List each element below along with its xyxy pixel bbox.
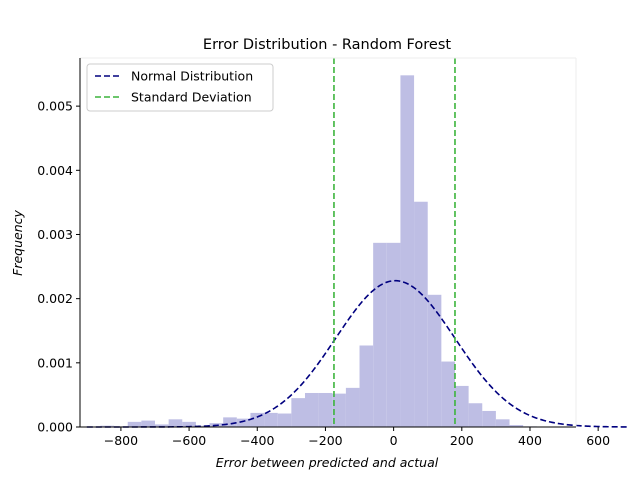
histogram-bar xyxy=(277,413,292,427)
histogram-bar xyxy=(386,242,401,427)
std-lines-layer xyxy=(333,58,456,427)
histogram-bar xyxy=(154,424,169,427)
x-tick-label: −200 xyxy=(308,433,342,448)
legend-box xyxy=(86,63,274,112)
x-tick-label: −400 xyxy=(240,433,274,448)
histogram-bar xyxy=(400,75,415,427)
histogram-bar xyxy=(332,393,346,427)
x-axis-label: Error between predicted and actual xyxy=(216,455,439,470)
histogram-bar xyxy=(454,385,469,427)
histogram-bar xyxy=(304,392,319,427)
histogram-bar xyxy=(236,418,251,427)
histogram-bar xyxy=(359,345,374,427)
y-tick-label: 0.004 xyxy=(37,163,73,178)
x-tick-label: −600 xyxy=(172,433,206,448)
histogram-bar xyxy=(427,294,442,427)
histogram-bar xyxy=(141,420,155,427)
x-axis-ticks: −800 −600 −400 −200 0 200 400 600 xyxy=(104,427,610,448)
histogram-bar xyxy=(468,403,483,427)
x-tick-label: 600 xyxy=(586,433,610,448)
histogram-bar xyxy=(345,387,360,427)
histogram-bar xyxy=(127,421,142,427)
chart-title: Error Distribution - Random Forest xyxy=(203,37,451,53)
histogram-bar xyxy=(495,419,510,427)
histogram-bar xyxy=(291,398,305,427)
histogram-bar xyxy=(168,419,183,427)
histogram-bar xyxy=(318,392,333,427)
histogram-bar xyxy=(195,425,210,427)
histogram-bars xyxy=(86,75,537,427)
x-tick-label: 400 xyxy=(518,433,542,448)
y-tick-label: 0.002 xyxy=(37,291,73,306)
axes xyxy=(79,57,577,428)
x-tick-label: 0 xyxy=(390,433,398,448)
histogram-bar xyxy=(441,361,455,427)
y-axis-label: Frequency xyxy=(10,210,25,276)
y-tick-label: 0.003 xyxy=(37,227,73,242)
legend-label: Normal Distribution xyxy=(131,69,253,84)
histogram-bar xyxy=(414,201,428,427)
y-tick-label: 0.001 xyxy=(37,355,73,370)
legend-label: Standard Deviation xyxy=(131,90,252,105)
histogram-bar xyxy=(373,242,387,427)
x-tick-label: −800 xyxy=(104,433,138,448)
histogram-bar xyxy=(223,417,237,427)
histogram-bar xyxy=(482,410,496,427)
legend: Normal Distribution Standard Deviation xyxy=(86,63,274,112)
x-tick-label: 200 xyxy=(450,433,474,448)
histogram-bar xyxy=(264,412,278,427)
y-tick-label: 0.005 xyxy=(37,99,73,114)
histogram-bar xyxy=(182,421,196,427)
histogram-bar xyxy=(509,425,524,427)
y-tick-label: 0.000 xyxy=(37,420,73,435)
y-axis-ticks: 0.000 0.001 0.002 0.003 0.004 0.005 xyxy=(37,99,80,435)
